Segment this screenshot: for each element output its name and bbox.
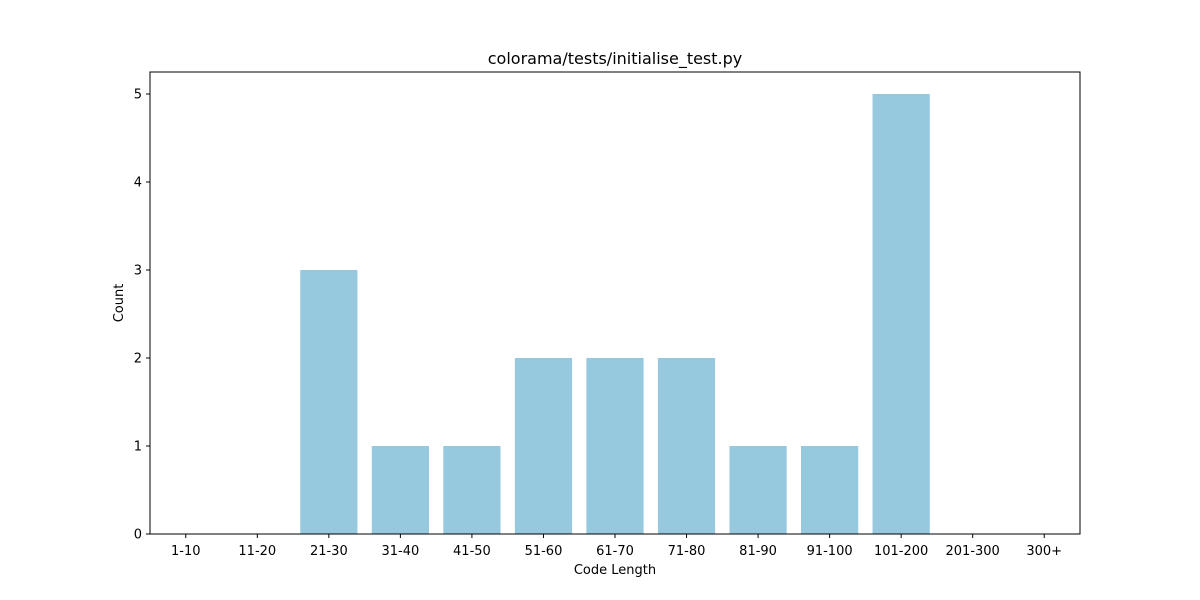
x-tick-label: 101-200 [874,544,928,559]
y-tick-label: 4 [134,176,142,191]
y-axis: 0 1 2 3 4 5 [134,88,150,543]
bar-21-30 [300,270,358,534]
x-tick-label: 31-40 [381,544,419,559]
x-tick-label: 81-90 [739,544,777,559]
x-tick-label: 91-100 [807,544,853,559]
bar-91-100 [801,446,859,534]
y-tick-label: 2 [134,352,142,367]
y-tick-label: 0 [134,528,142,543]
x-tick-label: 11-20 [238,544,276,559]
x-tick-label: 201-300 [946,544,1000,559]
x-tick-label: 300+ [1026,544,1062,559]
bar-71-80 [657,358,716,534]
x-axis: 1-10 11-20 21-30 31-40 41-50 51-60 61-70 71-80 8… [171,534,1062,559]
bar-41-50 [443,446,501,534]
x-tick-label: 61-70 [596,544,634,559]
y-tick-label: 5 [134,88,142,103]
chart-title: colorama/tests/initialise_test.py [488,49,743,69]
x-axis-label: Code Length [574,563,656,578]
y-axis-label: Count [112,284,127,323]
bar-81-90 [729,446,787,534]
x-tick-label: 71-80 [668,544,706,559]
bar-51-60 [514,358,573,534]
x-tick-label: 1-10 [171,544,201,559]
x-tick-label: 51-60 [525,544,563,559]
bar-101-200 [872,94,930,534]
x-tick-label: 21-30 [310,544,348,559]
bar-31-40 [371,446,429,534]
y-tick-label: 3 [134,264,142,279]
bars-group [300,94,930,534]
y-tick-label: 1 [134,440,142,455]
bar-61-70 [586,358,644,534]
x-tick-label: 41-50 [453,544,491,559]
